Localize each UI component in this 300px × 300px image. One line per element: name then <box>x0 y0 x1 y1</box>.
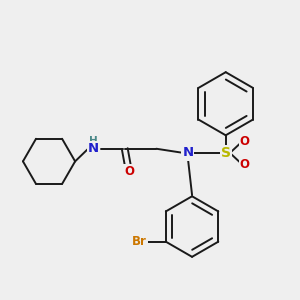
Text: N: N <box>88 142 99 155</box>
Text: N: N <box>182 146 194 159</box>
Text: O: O <box>240 135 250 148</box>
Text: H: H <box>89 136 98 146</box>
Text: O: O <box>124 165 134 178</box>
Text: S: S <box>221 146 231 160</box>
Text: Br: Br <box>132 235 147 248</box>
Text: O: O <box>240 158 250 171</box>
